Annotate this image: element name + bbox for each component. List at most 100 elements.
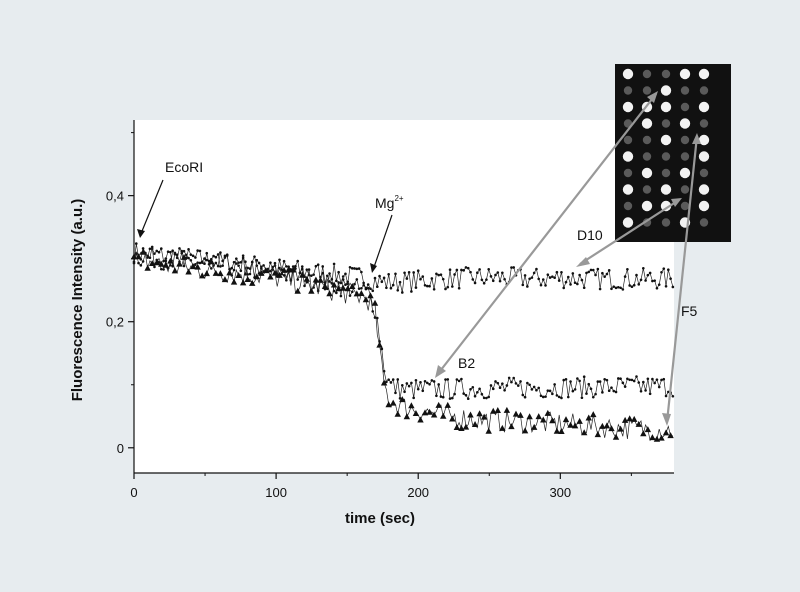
data-point (285, 265, 288, 268)
array-spot (679, 68, 691, 80)
data-point (544, 284, 547, 287)
ticks-layer: 0 100 200 300 0 0,2 0,4 (106, 132, 632, 500)
data-point (464, 266, 468, 269)
data-point (159, 247, 163, 250)
data-point (614, 286, 618, 290)
data-point (598, 380, 602, 383)
data-point (446, 285, 450, 289)
data-point (219, 265, 222, 268)
data-point (439, 395, 443, 398)
data-point (187, 256, 190, 260)
data-point (239, 279, 247, 286)
data-point (228, 267, 231, 271)
data-point (555, 270, 559, 274)
data-point (610, 287, 613, 291)
data-point (630, 285, 634, 289)
data-point (191, 254, 195, 258)
array-spot (679, 118, 691, 129)
data-point (571, 422, 579, 429)
data-point (626, 377, 629, 381)
data-point (548, 276, 552, 279)
data-point (617, 425, 624, 432)
array-spot (699, 218, 709, 227)
array-spot (661, 152, 671, 161)
ecori-label: EcoRI (165, 159, 203, 175)
data-point (594, 392, 597, 396)
data-point (503, 389, 506, 392)
data-point (616, 285, 620, 289)
data-point (153, 252, 156, 256)
data-point (587, 382, 591, 386)
data-point (375, 316, 379, 320)
data-point (539, 394, 543, 398)
data-point (325, 274, 329, 278)
data-point (155, 249, 159, 253)
data-point (355, 278, 359, 281)
data-point (553, 383, 556, 386)
data-point (232, 268, 236, 272)
data-point (473, 394, 477, 398)
data-point (623, 275, 627, 278)
data-point (635, 273, 638, 277)
data-point (540, 416, 547, 423)
data-point (626, 267, 629, 271)
data-point (285, 278, 288, 282)
array-spot (660, 101, 672, 113)
data-point (199, 272, 206, 279)
data-point (246, 266, 249, 270)
data-point (557, 395, 561, 399)
data-point (182, 264, 186, 268)
data-point (569, 380, 572, 383)
data-point (364, 286, 368, 290)
link-arrowheads (435, 91, 701, 426)
data-point (389, 381, 393, 384)
data-point (671, 285, 675, 289)
data-point (344, 285, 351, 292)
data-point (173, 252, 177, 256)
data-point (480, 392, 484, 396)
data-point (184, 253, 188, 257)
data-point (178, 247, 181, 250)
data-point (280, 266, 288, 273)
data-point (569, 283, 572, 286)
data-point (610, 386, 613, 389)
data-point (375, 285, 379, 289)
data-point (489, 384, 493, 387)
data-point (512, 410, 520, 417)
data-point (644, 389, 647, 392)
data-point (653, 279, 656, 282)
data-point (623, 385, 627, 388)
data-point (162, 259, 165, 263)
data-point (273, 261, 277, 265)
data-point (421, 389, 425, 393)
data-point (505, 384, 509, 387)
data-point (589, 387, 593, 391)
data-point (564, 280, 568, 284)
data-point (521, 427, 529, 434)
data-point (478, 387, 481, 391)
data-point (339, 281, 343, 285)
data-point (428, 284, 431, 288)
data-point (426, 381, 429, 385)
data-point (216, 264, 220, 268)
data-point (253, 273, 260, 280)
data-point (469, 387, 472, 391)
data-point (473, 281, 477, 285)
array-spot (622, 101, 634, 113)
data-point (494, 407, 501, 414)
microarray-spots (622, 68, 710, 228)
data-point (576, 377, 579, 380)
data-point (646, 273, 650, 277)
data-point (457, 286, 461, 290)
data-point (148, 247, 152, 251)
data-point (499, 424, 506, 431)
data-point (376, 341, 383, 348)
data-point (603, 377, 606, 381)
data-point (214, 261, 218, 265)
data-point (298, 271, 302, 274)
data-point (476, 271, 479, 275)
data-point (339, 294, 343, 298)
data-point (555, 394, 559, 397)
data-point (460, 377, 463, 381)
